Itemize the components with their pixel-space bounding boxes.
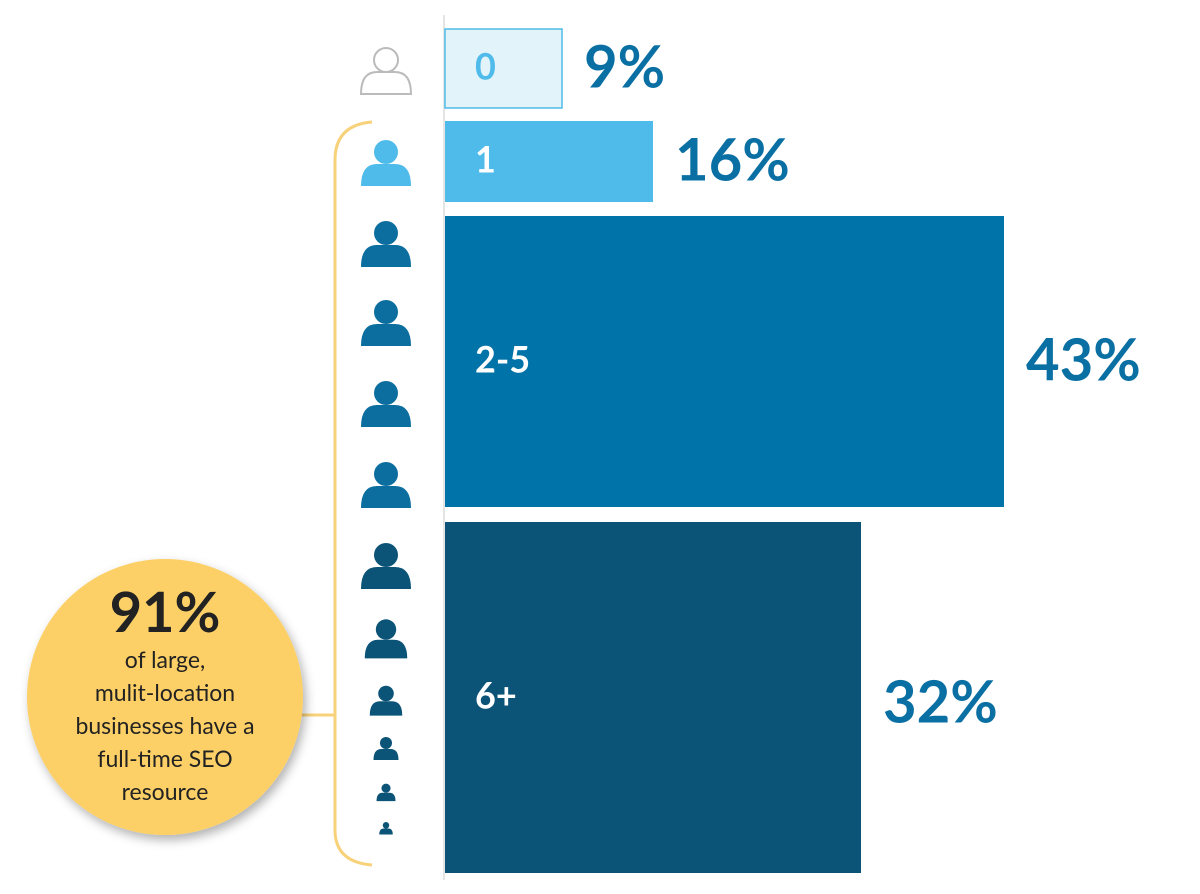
person-head bbox=[380, 737, 392, 749]
person-head bbox=[374, 300, 398, 324]
person-body bbox=[361, 324, 411, 346]
callout-text: businesses have a bbox=[75, 711, 254, 739]
bracket bbox=[333, 120, 373, 867]
person-body bbox=[361, 245, 411, 267]
callout-text: mulit-location bbox=[95, 678, 235, 706]
bar bbox=[444, 28, 563, 109]
callout-value: 91% bbox=[110, 577, 221, 644]
bar-label: 1 bbox=[475, 137, 496, 181]
bar bbox=[445, 121, 653, 202]
person-body bbox=[359, 71, 413, 95]
person-head bbox=[378, 685, 394, 702]
bar-label: 6+ bbox=[475, 673, 517, 717]
person-body bbox=[373, 749, 399, 760]
value-label: 32% bbox=[883, 666, 998, 735]
bar-label: 0 bbox=[475, 44, 496, 88]
value-label: 43% bbox=[1026, 324, 1141, 393]
person-body bbox=[369, 701, 403, 716]
person-body bbox=[361, 567, 411, 589]
person-head bbox=[374, 543, 398, 567]
person-head bbox=[374, 140, 398, 164]
person-head bbox=[373, 47, 399, 73]
bar bbox=[445, 216, 1004, 507]
callout-circle bbox=[27, 559, 303, 835]
value-label: 16% bbox=[675, 124, 790, 193]
person-body bbox=[361, 405, 411, 427]
person-head bbox=[375, 619, 397, 640]
person-body bbox=[364, 639, 408, 659]
people-icons bbox=[359, 47, 413, 835]
person-head bbox=[374, 381, 398, 405]
value-label: 9% bbox=[584, 31, 665, 100]
person-head bbox=[374, 221, 398, 245]
person-head bbox=[374, 462, 398, 486]
bar bbox=[445, 522, 861, 873]
callout-text: resource bbox=[122, 777, 209, 805]
person-body bbox=[379, 828, 393, 835]
person-body bbox=[361, 486, 411, 508]
person-head bbox=[381, 783, 391, 793]
person-body bbox=[376, 792, 396, 802]
person-body bbox=[361, 164, 411, 186]
bar-label: 2-5 bbox=[475, 337, 530, 381]
callout-text: of large, bbox=[125, 645, 205, 673]
callout-text: full-time SEO bbox=[97, 744, 232, 772]
person-head bbox=[382, 822, 390, 829]
